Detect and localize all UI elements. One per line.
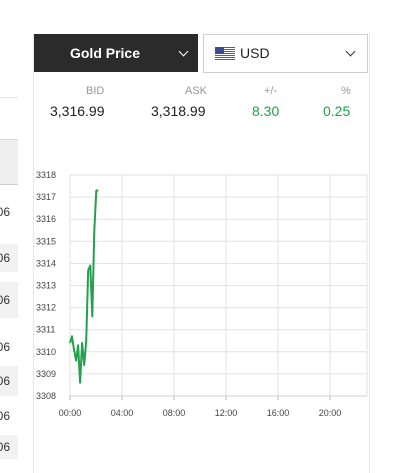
y-tick-label: 3317 — [36, 192, 56, 202]
price-table-partial: 06 06 06 06 06 06 06 — [0, 0, 20, 459]
y-tick-label: 3314 — [36, 258, 56, 268]
ask-header: ASK — [185, 85, 208, 97]
table-row: 06 — [0, 333, 18, 361]
x-tick-label: 00:00 — [59, 408, 82, 418]
x-tick-label: 16:00 — [267, 408, 290, 418]
change-value: 8.30 — [252, 103, 280, 119]
y-tick-label: 3316 — [36, 214, 56, 224]
y-tick-label: 3312 — [36, 303, 56, 313]
us-flag-icon — [215, 47, 235, 60]
table-row: 06 — [0, 282, 18, 318]
table-cell: 06 — [0, 205, 10, 219]
metal-dropdown-label: Gold Price — [69, 45, 141, 61]
price-series-line — [69, 189, 99, 384]
change-header: +/- — [264, 85, 278, 97]
table-cell: 06 — [0, 374, 10, 388]
table-divider — [0, 97, 18, 98]
table-cell: 06 — [0, 340, 10, 354]
x-tick-label: 12:00 — [215, 408, 238, 418]
price-chart: 3308 3309 3310 3311 3312 3313 3314 3315 3316 3317… — [36, 170, 368, 418]
x-tick-label: 04:00 — [111, 408, 134, 418]
metal-dropdown[interactable]: Gold Price — [34, 34, 198, 72]
y-tick-label: 3313 — [36, 281, 56, 291]
bid-header: BID — [86, 85, 105, 97]
table-row: 06 — [0, 198, 18, 226]
y-tick-label: 3309 — [36, 369, 56, 379]
table-row: 06 — [0, 244, 18, 272]
y-tick-label: 3315 — [36, 236, 56, 246]
table-header — [0, 139, 18, 185]
y-tick-label: 3310 — [36, 347, 56, 357]
y-tick-label: 3318 — [36, 170, 56, 180]
x-tick-label: 20:00 — [319, 408, 342, 418]
table-cell: 06 — [0, 409, 10, 423]
table-row: 06 — [0, 366, 18, 396]
y-tick-label: 3308 — [36, 391, 56, 401]
currency-dropdown-label: USD — [240, 45, 270, 61]
y-tick-label: 3311 — [36, 325, 55, 335]
bid-value: 3,316.99 — [50, 103, 105, 119]
table-row: 06 — [0, 435, 18, 459]
percent-header: % — [341, 85, 351, 97]
chevron-down-icon — [178, 46, 189, 57]
chevron-down-icon — [345, 46, 356, 57]
percent-value: 0.25 — [323, 103, 351, 119]
table-cell: 06 — [0, 251, 10, 265]
x-tick-label: 08:00 — [163, 408, 186, 418]
currency-dropdown[interactable]: USD — [203, 34, 368, 73]
table-cell: 06 — [0, 440, 10, 454]
ask-value: 3,318.99 — [151, 103, 206, 119]
gold-price-widget — [33, 33, 370, 473]
table-row: 06 — [0, 402, 18, 430]
table-cell: 06 — [0, 293, 10, 307]
